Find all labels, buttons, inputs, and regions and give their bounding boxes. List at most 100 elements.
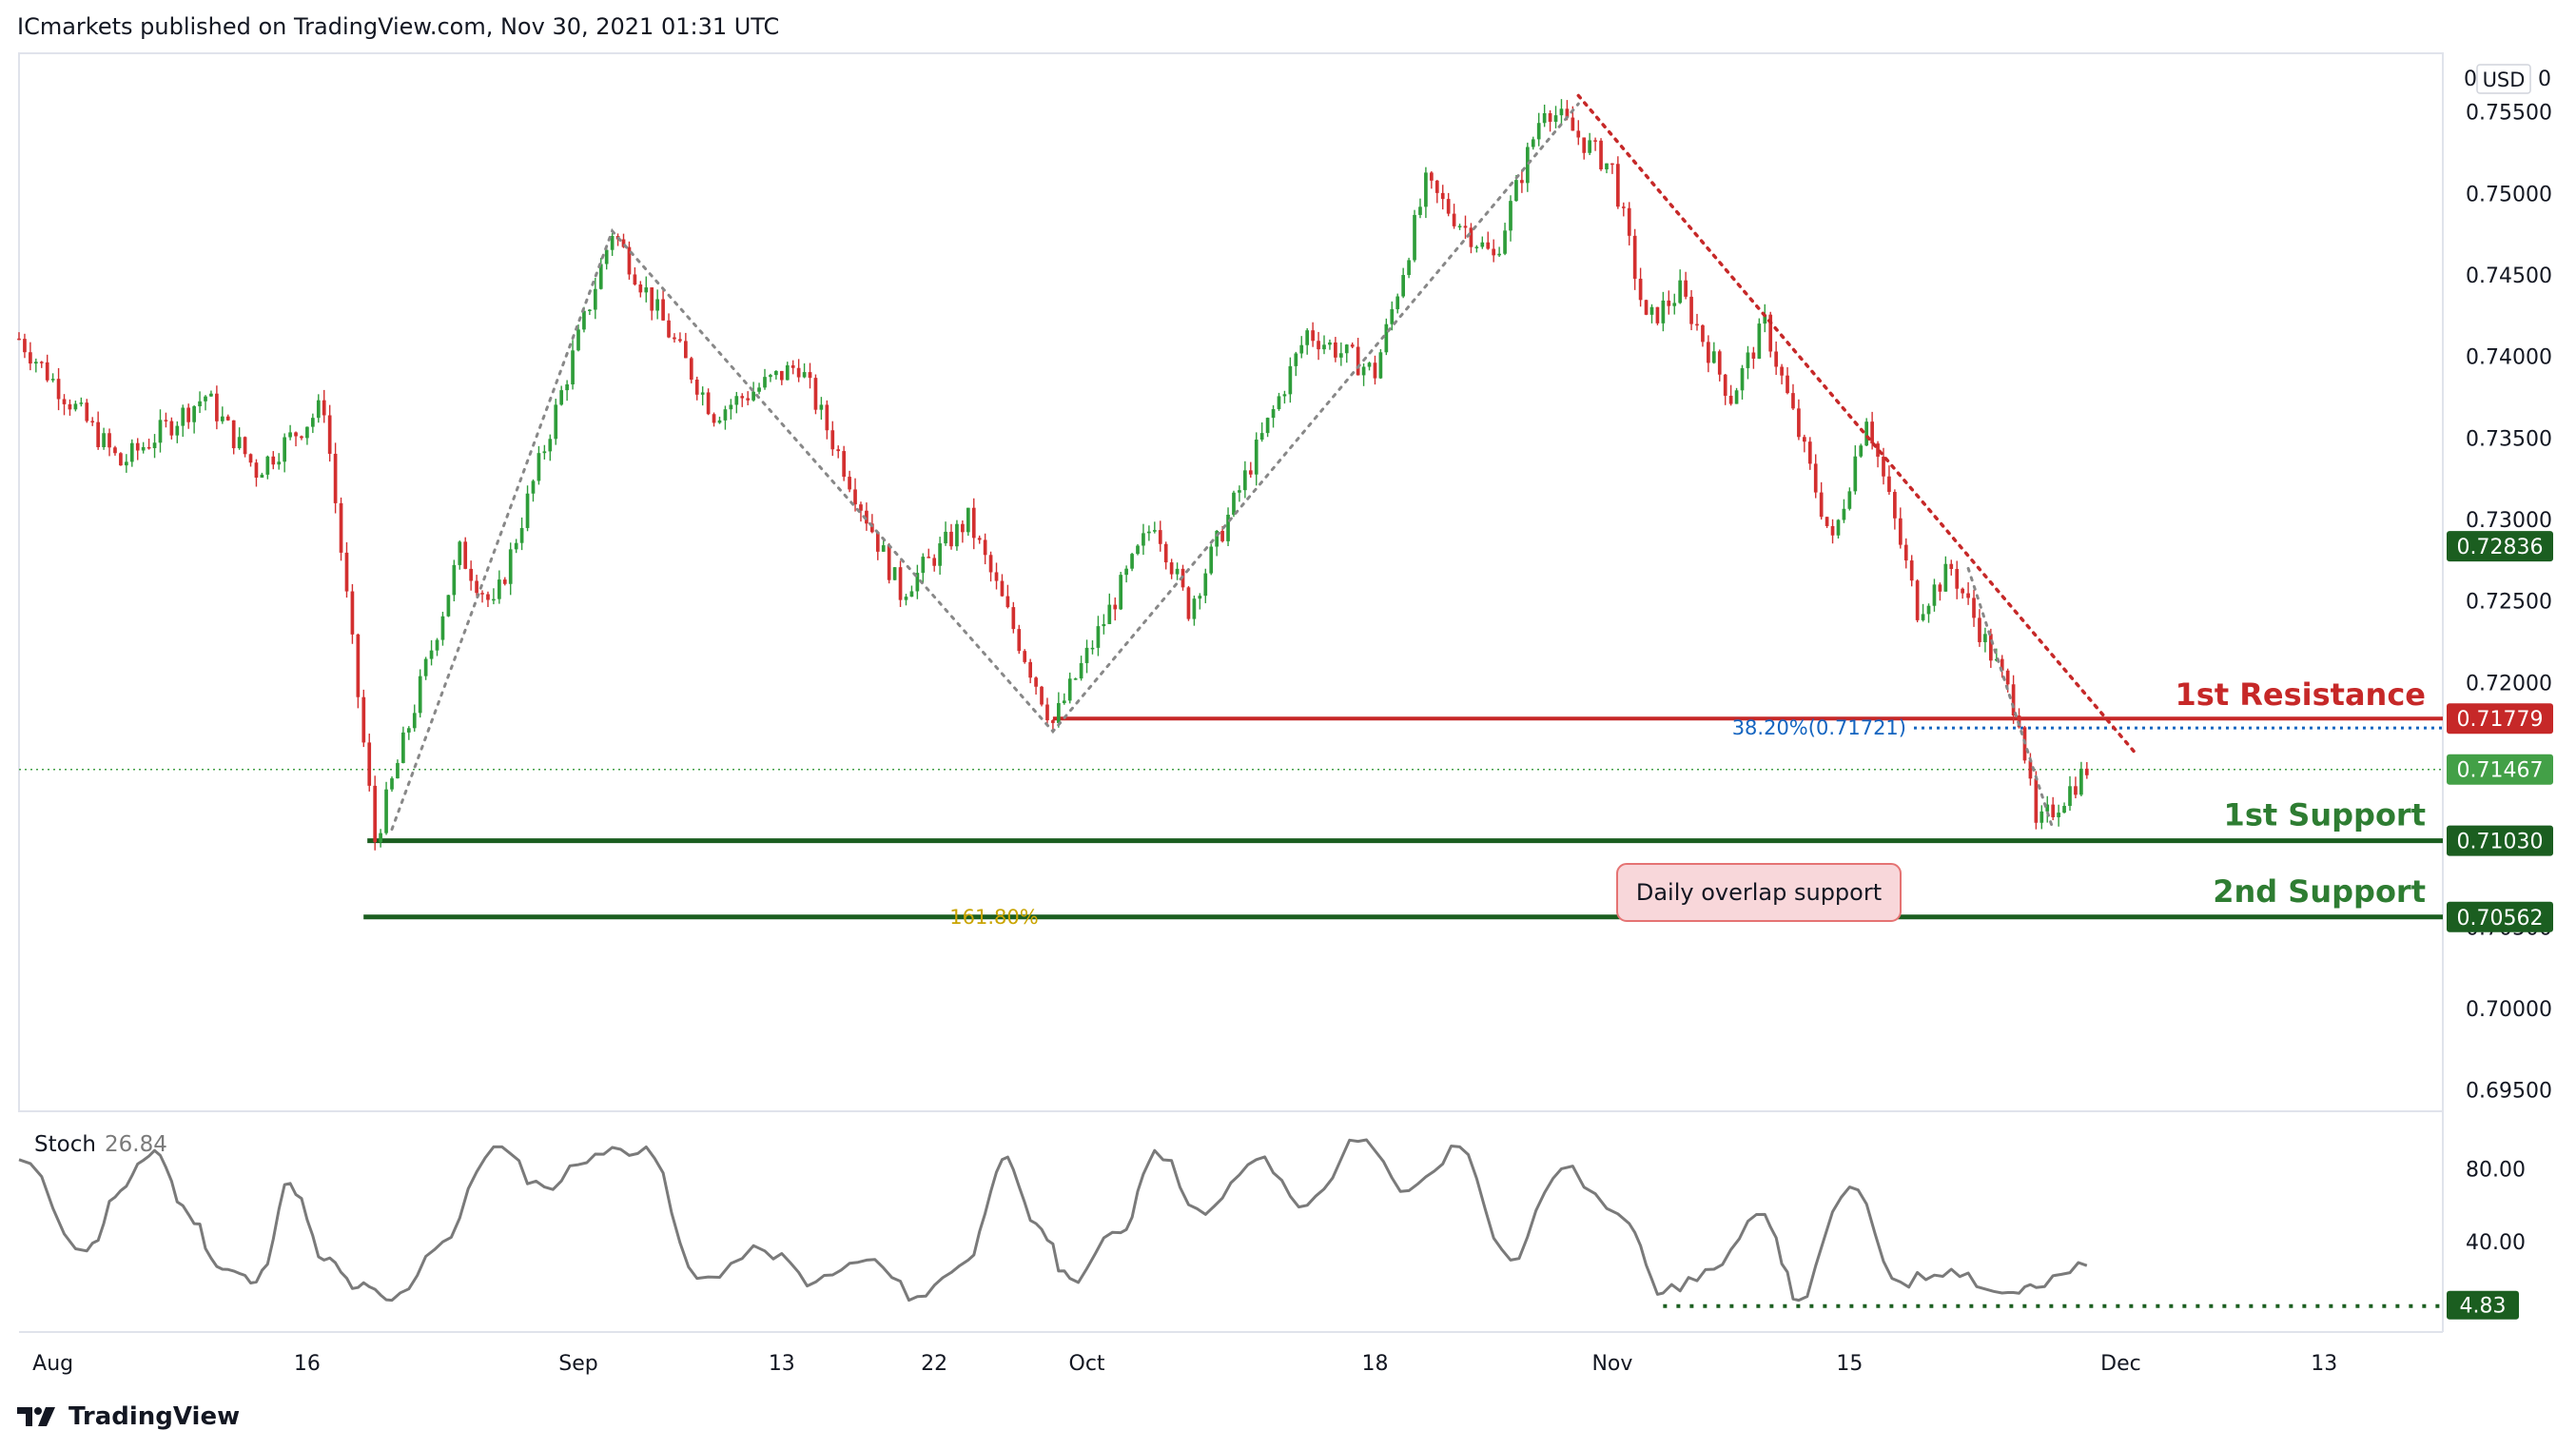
candle <box>740 393 745 407</box>
candle <box>1876 441 1880 468</box>
candle <box>1751 346 1756 369</box>
trendline[interactable] <box>1576 93 2140 758</box>
candle <box>1107 593 1112 625</box>
candle <box>1509 195 1512 242</box>
axis-zero-left: 0 <box>2464 68 2477 91</box>
candle <box>1638 267 1643 307</box>
price-tick-label: 0.70000 <box>2466 998 2552 1022</box>
candle <box>45 354 49 382</box>
candle <box>502 577 507 586</box>
candle <box>825 400 829 440</box>
price-tag: 0.71779 <box>2447 703 2553 735</box>
candle <box>412 704 417 732</box>
candle <box>96 411 100 450</box>
candle <box>1593 137 1597 151</box>
stoch-title[interactable]: Stoch <box>34 1132 96 1157</box>
tradingview-brand[interactable]: TradingView <box>17 1402 240 1431</box>
candle <box>237 427 242 450</box>
candle <box>2034 771 2039 830</box>
candle <box>158 409 163 453</box>
candle <box>1198 593 1202 610</box>
candle <box>1803 434 1806 453</box>
candle <box>887 542 891 584</box>
candle <box>486 591 490 608</box>
candle <box>644 276 649 303</box>
candle <box>1627 202 1631 245</box>
candle <box>361 689 366 748</box>
candle <box>50 373 55 382</box>
candle <box>514 539 518 554</box>
candle <box>1232 490 1236 518</box>
candle <box>593 278 597 320</box>
candle <box>2084 761 2089 779</box>
candle <box>1553 106 1558 128</box>
candle <box>1203 568 1208 604</box>
currency-box[interactable] <box>2476 64 2531 94</box>
candle <box>1949 559 1954 576</box>
candle <box>836 445 841 459</box>
candle <box>1819 481 1824 520</box>
candle <box>1271 404 1276 428</box>
candle <box>1305 327 1310 355</box>
candle <box>367 734 372 792</box>
candle <box>1136 543 1140 556</box>
candle <box>1938 582 1942 601</box>
candle <box>384 781 388 835</box>
candle <box>1361 363 1366 386</box>
candle <box>79 397 84 407</box>
candle <box>1757 318 1762 360</box>
candle <box>480 590 484 603</box>
candle <box>396 759 400 779</box>
daily-overlap-callout[interactable] <box>1616 863 1902 922</box>
candle <box>938 537 942 575</box>
candle <box>1972 589 1976 627</box>
time-tick-label: 15 <box>1836 1352 1863 1376</box>
price-tick-label: 0.73000 <box>2466 509 2552 533</box>
candle <box>559 385 564 406</box>
candle <box>1294 351 1298 377</box>
candle <box>294 431 298 447</box>
stoch-line[interactable] <box>18 1138 2088 1303</box>
candle <box>1102 614 1106 635</box>
candle <box>1842 499 1846 523</box>
candle <box>531 479 536 502</box>
candle <box>119 452 123 466</box>
candle <box>944 521 947 546</box>
candle <box>373 775 378 851</box>
candle <box>746 391 751 405</box>
candle <box>1807 437 1812 470</box>
candle <box>673 333 676 343</box>
candle <box>401 726 405 764</box>
candle <box>542 444 547 460</box>
candle <box>1898 507 1903 549</box>
candle <box>305 426 309 445</box>
brand-name: TradingView <box>68 1402 241 1431</box>
trendline[interactable] <box>1966 566 2055 832</box>
candle <box>344 541 349 598</box>
price-tag: 0.71467 <box>2447 754 2553 785</box>
time-tick-label: 13 <box>2311 1352 2337 1376</box>
candle <box>1023 649 1027 664</box>
candle <box>1299 336 1304 359</box>
trendline[interactable] <box>390 102 1580 832</box>
candle <box>1655 306 1660 325</box>
svg-text:0.71779: 0.71779 <box>2457 708 2544 732</box>
currency-label: USD <box>2483 69 2526 91</box>
candle <box>1644 299 1649 316</box>
candle <box>1678 269 1683 304</box>
candle <box>429 639 434 666</box>
candle <box>1786 366 1789 395</box>
candle <box>508 542 513 596</box>
candle <box>1599 138 1603 171</box>
candle <box>1163 541 1168 570</box>
candle <box>1463 215 1468 239</box>
candle <box>1452 204 1456 229</box>
price-tick-label: 0.69500 <box>2466 1080 2552 1104</box>
candle <box>1356 338 1360 376</box>
candle <box>1401 267 1405 299</box>
candle <box>146 439 151 450</box>
candle <box>492 588 496 605</box>
candle <box>1124 565 1128 583</box>
candle <box>209 390 213 397</box>
